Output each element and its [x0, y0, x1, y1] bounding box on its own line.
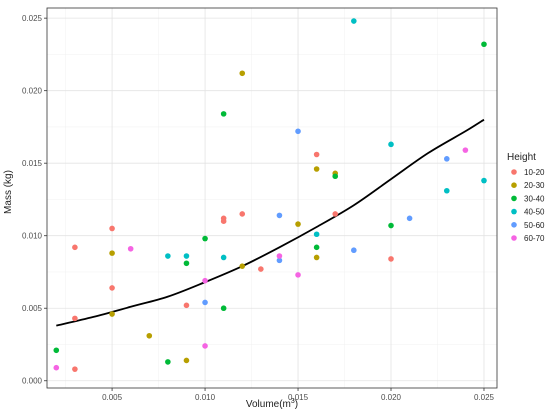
y-tick-label: 0.010 — [22, 232, 43, 241]
y-tick-label: 0.015 — [22, 159, 43, 168]
data-point — [146, 332, 153, 339]
legend: Height 10-20 20-30 30-40 40-50 50-60 60-70 — [507, 152, 545, 243]
data-point — [239, 211, 246, 217]
data-point — [443, 187, 450, 194]
data-point — [202, 343, 208, 349]
y-axis-title: Mass (kg) — [3, 170, 14, 214]
data-point — [109, 225, 115, 232]
data-point — [183, 357, 190, 364]
data-point — [443, 156, 450, 162]
data-point — [72, 366, 78, 372]
data-point — [202, 235, 208, 242]
data-point — [406, 215, 413, 222]
y-tick-label: 0.020 — [22, 87, 43, 96]
data-point — [165, 359, 171, 365]
x-tick-label: 0.020 — [381, 393, 402, 402]
data-point — [220, 111, 227, 117]
data-point — [165, 253, 171, 259]
data-point — [388, 222, 394, 229]
data-point — [332, 211, 339, 217]
data-point — [53, 347, 60, 354]
plot-border — [46, 7, 498, 389]
y-axis-ticks: 0.000 0.005 0.010 0.015 0.020 0.025 — [22, 14, 47, 386]
data-point — [72, 315, 78, 322]
legend-label: 30-40 — [524, 194, 545, 203]
minor-grid — [47, 8, 497, 388]
data-point — [127, 245, 134, 252]
data-point — [313, 244, 320, 251]
data-point — [202, 299, 208, 306]
x-tick-label: 0.015 — [288, 393, 309, 402]
data-point — [313, 254, 320, 261]
data-point — [313, 166, 320, 172]
data-point — [295, 221, 301, 227]
data-point — [481, 177, 487, 184]
legend-label: 50-60 — [524, 221, 545, 230]
data-point — [53, 364, 60, 371]
data-point — [276, 212, 283, 219]
legend-label: 40-50 — [524, 208, 545, 217]
data-point — [462, 147, 469, 153]
y-tick-label: 0.005 — [22, 304, 43, 313]
x-tick-label: 0.010 — [195, 393, 216, 402]
plot-background — [47, 8, 497, 388]
legend-swatch — [511, 235, 517, 241]
legend-swatch — [511, 195, 517, 202]
data-point — [258, 266, 264, 272]
legend-label: 60-70 — [524, 234, 545, 243]
data-point — [351, 247, 357, 254]
data-point — [332, 173, 339, 180]
data-point — [295, 128, 301, 135]
x-axis-ticks: 0.005 0.010 0.015 0.020 0.025 — [102, 388, 495, 402]
major-grid — [47, 8, 497, 388]
data-point — [239, 70, 246, 77]
x-tick-label: 0.025 — [474, 393, 495, 402]
legend-swatch — [511, 182, 517, 188]
y-tick-label: 0.000 — [22, 377, 43, 386]
data-point — [313, 151, 320, 158]
legend-label: 20-30 — [524, 181, 545, 190]
y-tick-label: 0.025 — [22, 14, 43, 23]
data-point — [220, 305, 227, 312]
legend-swatch — [511, 222, 517, 228]
data-point — [220, 254, 227, 261]
data-point — [220, 218, 227, 225]
legend-swatch — [511, 169, 517, 175]
data-point — [388, 141, 394, 148]
data-point — [183, 260, 190, 267]
legend-label: 10-20 — [524, 168, 545, 177]
data-point — [351, 18, 357, 24]
data-point — [481, 41, 487, 48]
data-point — [183, 253, 190, 259]
data-point — [276, 253, 283, 259]
data-point — [202, 277, 208, 284]
data-point — [295, 272, 301, 278]
data-point — [109, 285, 115, 291]
data-point — [183, 302, 190, 309]
data-point — [276, 257, 283, 264]
data-point — [109, 311, 115, 317]
data-point — [72, 244, 78, 251]
data-points — [53, 18, 487, 372]
fit-line — [56, 118, 485, 327]
data-point — [388, 256, 394, 262]
data-point — [109, 250, 115, 256]
x-tick-label: 0.005 — [102, 393, 123, 402]
legend-swatch — [511, 208, 517, 215]
data-point — [239, 263, 246, 269]
x-axis-title: Volume(m3) — [246, 398, 298, 410]
legend-title: Height — [507, 152, 536, 163]
data-point — [313, 231, 320, 238]
legend-items: 10-20 20-30 30-40 40-50 50-60 60-70 — [511, 168, 545, 243]
